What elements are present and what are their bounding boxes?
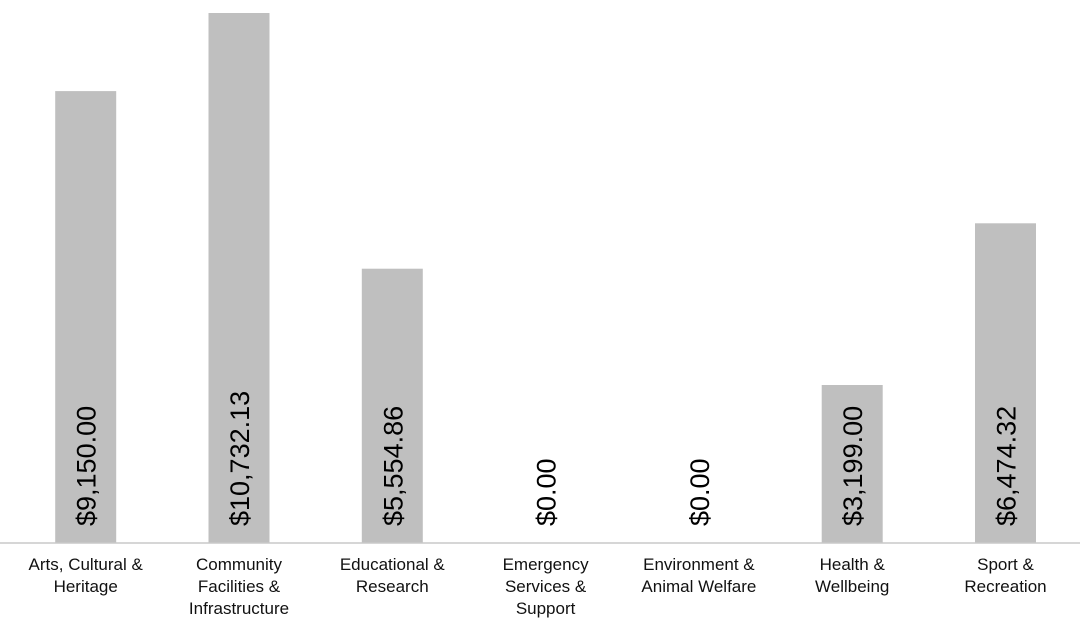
bar-5 <box>821 385 883 543</box>
category-label-line: Research <box>356 577 429 596</box>
bar-1 <box>208 13 270 543</box>
category-label-6: Sport & Recreation <box>964 555 1046 596</box>
category-label-line: Emergency <box>503 555 589 574</box>
category-label-line: Environment & <box>643 555 755 574</box>
data-label-5: $3,199.00 <box>838 406 868 526</box>
category-label-line: Support <box>516 599 576 618</box>
bar-2 <box>361 268 423 543</box>
data-label-6: $6,474.32 <box>992 406 1022 526</box>
category-label-3: Emergency Services & Support <box>503 555 589 618</box>
bar-0 <box>55 91 117 543</box>
category-label-line: Health & <box>820 555 886 574</box>
category-label-line: Educational & <box>340 555 446 574</box>
bars-layer <box>55 13 1036 544</box>
category-label-line: Heritage <box>54 577 118 596</box>
data-label-1: $10,732.13 <box>225 391 255 526</box>
bar-6 <box>975 223 1036 544</box>
category-label-line: Services & <box>505 577 587 596</box>
category-label-5: Health & Wellbeing <box>815 555 889 596</box>
category-label-line: Community <box>196 555 282 574</box>
data-labels-layer: $9,150.00 $10,732.13 $5,554.86 $0.00 $0.00 $3… <box>72 391 1022 526</box>
category-label-line: Animal Welfare <box>641 577 756 596</box>
data-label-0: $9,150.00 <box>72 406 102 526</box>
data-label-3: $0.00 <box>532 458 562 526</box>
category-label-line: Recreation <box>964 577 1046 596</box>
category-label-1: Community Facilities & Infrastructure <box>189 555 289 618</box>
category-label-4: Environment & Animal Welfare <box>641 555 756 596</box>
category-label-line: Wellbeing <box>815 577 889 596</box>
category-labels-layer: Arts, Cultural & Heritage Community Facilit… <box>29 555 1047 618</box>
category-label-2: Educational & Research <box>340 555 446 596</box>
category-label-line: Infrastructure <box>189 599 289 618</box>
category-label-line: Facilities & <box>198 577 281 596</box>
data-label-2: $5,554.86 <box>378 406 408 526</box>
category-label-0: Arts, Cultural & Heritage <box>29 555 144 596</box>
category-label-line: Sport & <box>977 555 1034 574</box>
data-label-4: $0.00 <box>685 458 715 526</box>
category-label-line: Arts, Cultural & <box>29 555 144 574</box>
